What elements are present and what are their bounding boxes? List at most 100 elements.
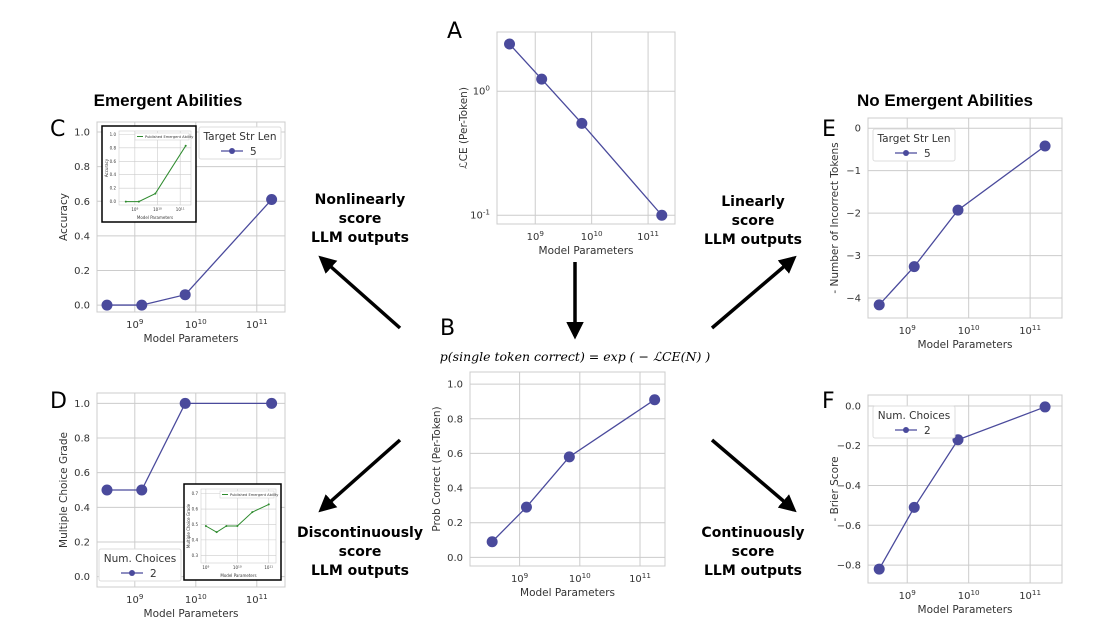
caption-nonlinear: Nonlinearly score LLM outputs <box>311 192 409 246</box>
panel-e: E 109 1010 1011 0 −1 −2 −3 −4 Model Parameters - N… <box>822 117 1063 351</box>
data-point <box>179 397 191 409</box>
x-tick-label: 1010 <box>958 323 980 337</box>
formula: p(single token correct) = exp ( − ℒCE(N)… <box>440 349 711 364</box>
legend-marker <box>229 148 235 154</box>
data-point <box>563 451 575 463</box>
inset-legend <box>134 132 190 141</box>
inset-y-tick-label: 0.2 <box>110 186 117 191</box>
inset-data-point <box>267 503 270 506</box>
inset-y-tick-label: 0.6 <box>110 159 117 164</box>
data-point <box>266 397 278 409</box>
y-tick-label: 10-1 <box>470 208 490 222</box>
inset-data-point <box>215 531 218 534</box>
x-tick-label: 1011 <box>1019 323 1041 337</box>
x-tick-label: 1011 <box>246 317 268 331</box>
legend-box <box>198 126 282 160</box>
data-point <box>873 563 885 575</box>
y-axis-label: - Number of Incorrect Tokens <box>829 142 841 293</box>
caption-line: score <box>339 544 382 560</box>
x-axis-label: Model Parameters <box>918 604 1013 616</box>
legend-entry: 5 <box>250 146 257 158</box>
data-point <box>908 501 920 513</box>
panel-d: D 109 1010 1011 0.0 0.2 0.4 0.6 0.8 1.0 Model Para… <box>50 389 286 620</box>
caption-line: score <box>339 211 382 227</box>
inset-legend-label: Published Emergent Ability <box>145 135 194 139</box>
caption-line: Linearly <box>721 194 784 210</box>
x-tick-label: 1011 <box>246 592 268 606</box>
data-point <box>136 299 148 311</box>
inset-chart: 109 1010 1011 0.0 0.2 0.4 0.6 0.8 1.0 Model Param… <box>101 125 197 223</box>
inset-series-line <box>205 503 269 533</box>
data-point <box>266 194 278 206</box>
y-axis-label: ℒCE (Per-Token) <box>458 87 470 169</box>
data-point <box>649 394 661 406</box>
legend-entry: 2 <box>924 425 931 437</box>
panel-letter: E <box>822 117 836 142</box>
inset-y-tick-label: 0.6 <box>192 507 199 512</box>
inset-y-axis-label: Accuracy <box>104 158 109 177</box>
data-point <box>536 73 548 85</box>
x-tick-label: 109 <box>527 229 545 243</box>
inset-plot-area <box>200 488 277 564</box>
x-tick-label: 1010 <box>569 571 591 585</box>
inset-x-axis-label: Model Parameters <box>137 215 173 220</box>
series-line <box>878 145 1046 306</box>
y-tick-label: 0.8 <box>447 414 463 425</box>
series-line <box>106 402 272 491</box>
y-tick-label: −0.6 <box>837 521 861 532</box>
series-line <box>509 43 663 216</box>
inset-x-tick-label: 1011 <box>264 564 273 570</box>
y-tick-label: 1.0 <box>447 380 463 391</box>
y-tick-label: 0.2 <box>74 537 90 548</box>
y-tick-label: 0.6 <box>74 468 90 479</box>
plot-area <box>469 371 666 567</box>
series-line <box>491 399 656 543</box>
y-tick-label: −2 <box>846 209 861 220</box>
legend-entry: 5 <box>924 148 931 160</box>
legend-entry: 2 <box>150 568 157 580</box>
x-tick-label: 1010 <box>958 588 980 602</box>
panel-a: A 109 1010 1011 100 10-1 Model Parameters ℒCE (… <box>447 19 676 257</box>
caption-line: Nonlinearly <box>315 192 406 208</box>
panel-letter: F <box>822 389 835 414</box>
series-line <box>106 199 273 306</box>
inset-series-line <box>125 145 187 203</box>
inset-y-tick-label: 0.4 <box>192 537 199 542</box>
inset-y-tick-label: 0.0 <box>110 199 117 204</box>
y-tick-label: 0.0 <box>74 572 90 583</box>
y-tick-label: −3 <box>846 251 861 262</box>
y-tick-label: −4 <box>846 294 861 305</box>
data-point <box>1039 140 1051 152</box>
inset-data-point <box>225 525 228 527</box>
caption-line: score <box>732 213 775 229</box>
legend-marker <box>903 427 909 433</box>
inset-y-tick-label: 0.3 <box>192 553 199 558</box>
data-point <box>873 299 885 311</box>
legend: Num. Choices 2 <box>872 405 956 439</box>
inset-chart: 109 1010 1011 0.3 0.4 0.5 0.6 0.7 Model Paramete… <box>183 483 282 581</box>
title-no-emergent: No Emergent Abilities <box>857 91 1033 110</box>
legend-box <box>872 128 956 162</box>
data-point <box>101 484 113 496</box>
caption-line: LLM outputs <box>704 563 802 579</box>
inset-x-tick-label: 1010 <box>233 564 242 570</box>
legend-title: Num. Choices <box>104 553 176 565</box>
data-point <box>136 484 148 496</box>
y-tick-label: −0.2 <box>837 441 861 452</box>
y-tick-label: −1 <box>846 166 861 177</box>
panel-letter: C <box>50 117 65 142</box>
legend-marker <box>903 150 909 156</box>
inset-data-point <box>124 200 127 203</box>
y-axis-label: Multiple Choice Grade <box>58 432 70 548</box>
y-tick-label: 100 <box>473 84 491 98</box>
inset-data-point <box>204 525 207 527</box>
data-point <box>486 536 498 548</box>
x-axis-label: Model Parameters <box>144 333 239 345</box>
panel-letter: A <box>447 19 462 44</box>
caption-line: LLM outputs <box>704 232 802 248</box>
y-tick-label: 0.0 <box>845 401 861 412</box>
legend-box <box>98 548 182 582</box>
data-point <box>101 299 113 311</box>
y-tick-label: 0.2 <box>447 518 463 529</box>
inset-plot-area <box>118 130 192 206</box>
